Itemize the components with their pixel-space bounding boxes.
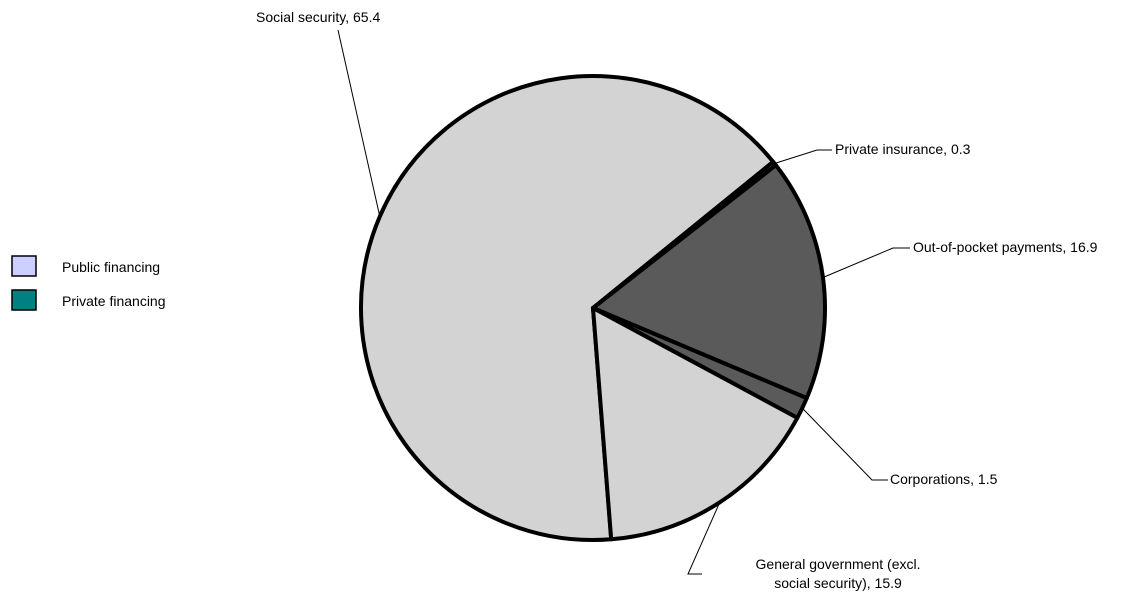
label-out-of-pocket: Out-of-pocket payments, 16.9 — [913, 239, 1098, 255]
legend-label-private: Private financing — [62, 293, 166, 309]
pie-slices — [359, 74, 827, 542]
legend-label-public: Public financing — [62, 259, 160, 275]
leader-line-social-security — [337, 29, 381, 217]
label-corporations: Corporations, 1.5 — [890, 471, 998, 487]
label-general-government-line1: General government (excl. — [756, 556, 921, 572]
legend: Public financing Private financing — [11, 255, 166, 311]
leader-line-out-of-pocket — [822, 247, 910, 278]
label-general-government-line2: social security), 15.9 — [774, 575, 902, 591]
legend-swatch-private — [11, 289, 37, 311]
slice-social-security — [359, 74, 776, 542]
slice-general-government — [591, 306, 800, 542]
legend-swatch-public — [11, 255, 37, 277]
label-private-insurance: Private insurance, 0.3 — [835, 141, 971, 157]
leader-lines — [337, 29, 910, 575]
leader-line-private-insurance — [774, 149, 832, 164]
leader-line-general-government — [687, 502, 721, 575]
label-social-security: Social security, 65.4 — [256, 9, 380, 25]
leader-line-corporations — [801, 407, 888, 481]
